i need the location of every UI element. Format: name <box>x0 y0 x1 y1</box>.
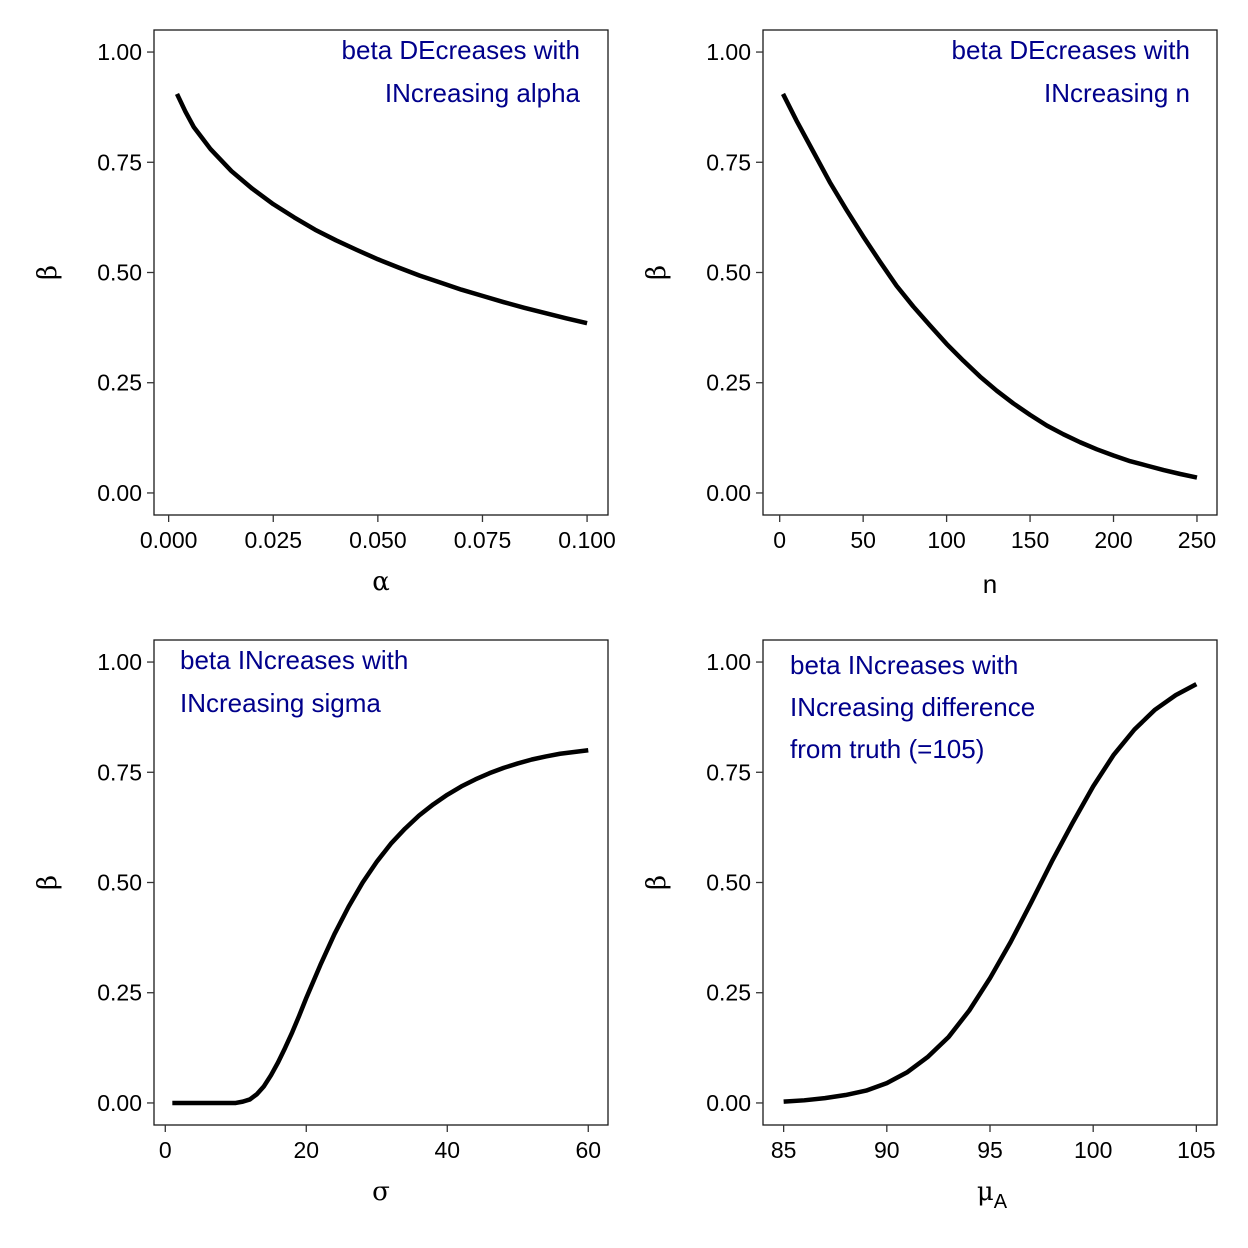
x-tick-label: 40 <box>434 1137 460 1163</box>
x-axis-title: σ <box>372 1177 390 1207</box>
y-tick-label: 0.50 <box>97 870 142 896</box>
x-tick-label: 0.100 <box>558 527 616 553</box>
annotation-line: INcreasing sigma <box>180 688 381 718</box>
y-tick-label: 0.50 <box>706 870 751 896</box>
y-axis-title: β <box>642 875 672 890</box>
series-line <box>174 92 588 326</box>
chart-panel-3: 0.00 0.25 0.50 0.75 1.00 0 20 40 60 β σ beta INcrea… <box>33 639 609 1207</box>
chart-panel-2: 0.00 0.25 0.50 0.75 1.00 0 50 100 150 200 250 β n bet… <box>642 29 1218 599</box>
annotation-line: INcreasing difference <box>790 692 1035 722</box>
x-tick-label: 250 <box>1178 527 1216 553</box>
x-tick-label: 100 <box>927 527 965 553</box>
y-tick-label: 0.00 <box>97 480 142 506</box>
x-tick-label: 50 <box>850 527 876 553</box>
y-axis-title: β <box>33 875 63 890</box>
y-axis-title: β <box>33 265 63 280</box>
y-tick-label: 0.75 <box>706 149 751 175</box>
x-tick-label: 0.025 <box>244 527 302 553</box>
x-tick-label: 85 <box>771 1137 797 1163</box>
y-tick-label: 1.00 <box>706 649 751 675</box>
y-tick-label: 0.25 <box>97 980 142 1006</box>
y-tick-label: 0.25 <box>706 980 751 1006</box>
x-tick-label: 105 <box>1177 1137 1215 1163</box>
x-axis-title-subscript: A <box>994 1191 1008 1213</box>
x-axis-title: α <box>372 567 390 597</box>
x-tick-label: 200 <box>1094 527 1132 553</box>
x-tick-label: 0 <box>159 1137 172 1163</box>
x-tick-label: 0 <box>773 527 786 553</box>
x-axis-title: μA <box>977 1177 1008 1213</box>
x-tick-label: 150 <box>1011 527 1049 553</box>
y-tick-label: 0.75 <box>97 149 142 175</box>
series-line <box>781 92 1198 480</box>
series-line <box>783 682 1198 1104</box>
y-tick-label: 0.00 <box>706 480 751 506</box>
x-tick-label: 95 <box>977 1137 1003 1163</box>
y-tick-label: 0.00 <box>97 1090 142 1116</box>
y-tick-label: 0.50 <box>706 260 751 286</box>
annotation-line: beta INcreases with <box>180 645 408 675</box>
y-tick-label: 1.00 <box>706 39 751 65</box>
annotation-line: beta INcreases with <box>790 650 1018 680</box>
y-tick-label: 0.00 <box>706 1090 751 1116</box>
y-tick-label: 0.75 <box>97 759 142 785</box>
chart-panel-1: 0.00 0.25 0.50 0.75 1.00 0.000 0.025 0.050 0.075… <box>33 29 616 597</box>
annotation-line: beta DEcreases with <box>342 35 580 65</box>
annotation-line: INcreasing n <box>1044 78 1190 108</box>
x-axis-title: n <box>983 569 997 599</box>
y-tick-label: 0.75 <box>706 759 751 785</box>
x-tick-label: 20 <box>293 1137 319 1163</box>
series-line <box>172 747 589 1106</box>
y-axis-title: β <box>642 265 672 280</box>
annotation-line: INcreasing alpha <box>385 78 581 108</box>
x-tick-label: 0.000 <box>140 527 198 553</box>
annotation-line: from truth (=105) <box>790 734 984 764</box>
y-tick-label: 1.00 <box>97 39 142 65</box>
y-tick-label: 1.00 <box>97 649 142 675</box>
annotation-line: beta DEcreases with <box>952 35 1190 65</box>
x-tick-label: 0.050 <box>349 527 407 553</box>
x-tick-label: 60 <box>575 1137 601 1163</box>
x-tick-label: 100 <box>1074 1137 1112 1163</box>
x-tick-label: 90 <box>874 1137 900 1163</box>
x-tick-label: 0.075 <box>454 527 512 553</box>
y-tick-label: 0.25 <box>706 370 751 396</box>
y-tick-label: 0.25 <box>97 370 142 396</box>
y-tick-label: 0.50 <box>97 260 142 286</box>
chart-panel-4: 0.00 0.25 0.50 0.75 1.00 85 90 95 100 105 β μA beta … <box>642 639 1218 1213</box>
